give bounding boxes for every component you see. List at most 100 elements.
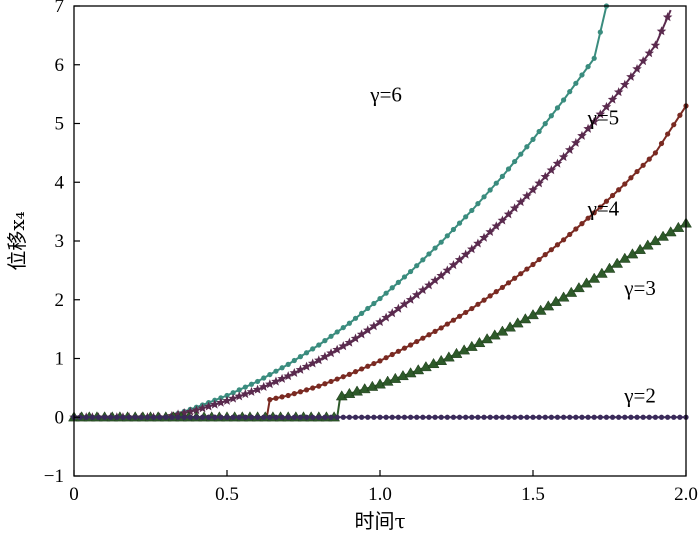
data-point	[469, 414, 475, 420]
data-point	[316, 342, 322, 348]
data-point	[322, 414, 328, 420]
data-point	[561, 237, 567, 243]
data-point	[157, 414, 163, 420]
data-point	[295, 364, 306, 374]
series-label: γ=3	[623, 276, 656, 300]
data-point	[609, 414, 616, 420]
data-point	[607, 94, 618, 104]
data-point	[656, 26, 667, 36]
data-point	[365, 414, 371, 420]
data-point	[597, 29, 603, 35]
data-point	[389, 351, 395, 358]
data-point	[677, 414, 683, 420]
data-point	[395, 348, 401, 354]
data-point	[363, 325, 373, 335]
data-point	[463, 214, 469, 220]
data-point	[671, 414, 677, 420]
data-point	[522, 191, 532, 201]
data-point	[316, 383, 322, 389]
data-point	[230, 414, 236, 420]
data-point	[613, 87, 624, 97]
data-point	[589, 116, 599, 126]
data-point	[365, 363, 371, 369]
data-point	[374, 378, 386, 389]
data-point	[420, 335, 426, 341]
data-point	[191, 405, 202, 415]
data-point	[475, 201, 481, 207]
data-point	[503, 209, 514, 219]
series-label: γ=2	[623, 384, 656, 408]
data-point	[371, 360, 377, 367]
data-point	[530, 414, 536, 420]
data-point	[395, 414, 401, 420]
data-point	[95, 414, 102, 420]
data-point	[397, 369, 409, 381]
data-point	[197, 403, 208, 413]
data-point	[285, 361, 291, 367]
data-point	[573, 414, 579, 420]
y-tick-label: 4	[55, 172, 65, 193]
data-point	[665, 131, 671, 137]
series-line	[74, 5, 608, 419]
data-point	[493, 414, 499, 420]
data-point	[389, 372, 402, 383]
data-point	[359, 414, 365, 420]
data-point	[567, 231, 573, 238]
data-point	[450, 414, 457, 420]
y-tick-label: 2	[55, 290, 65, 311]
data-point	[375, 317, 385, 327]
data-point	[438, 239, 444, 245]
data-point	[542, 252, 548, 258]
data-point	[346, 414, 352, 420]
data-point	[603, 262, 616, 273]
data-point	[310, 346, 316, 352]
data-point	[393, 303, 404, 313]
data-point	[585, 64, 591, 70]
data-point	[524, 266, 530, 272]
data-point	[512, 158, 518, 165]
data-point	[512, 414, 518, 420]
data-point	[303, 350, 310, 356]
data-point	[427, 357, 440, 369]
data-point	[314, 355, 324, 365]
data-point	[658, 414, 665, 420]
data-point	[475, 301, 481, 307]
series-5	[71, 414, 689, 420]
data-point	[401, 274, 408, 280]
data-point	[77, 414, 83, 420]
data-point	[463, 414, 469, 420]
data-point	[267, 397, 273, 403]
data-point	[228, 393, 238, 403]
data-point	[352, 315, 359, 321]
data-point	[132, 414, 138, 420]
data-point	[571, 137, 581, 147]
data-point	[271, 376, 281, 386]
data-point	[552, 158, 563, 168]
data-point	[628, 414, 634, 420]
data-point	[401, 345, 408, 351]
data-point	[108, 414, 114, 420]
data-point	[567, 414, 573, 420]
data-point	[267, 414, 273, 420]
data-point	[505, 166, 512, 172]
data-point	[414, 338, 420, 345]
data-point	[261, 414, 267, 420]
data-point	[579, 414, 585, 420]
data-point	[481, 297, 487, 303]
data-point	[414, 263, 420, 269]
data-point	[246, 386, 257, 396]
data-point	[377, 295, 383, 302]
data-point	[518, 271, 524, 277]
data-point	[536, 414, 542, 420]
data-point	[577, 130, 587, 140]
data-point	[438, 325, 444, 331]
data-point	[622, 181, 628, 187]
data-point	[616, 414, 622, 420]
plot-marks	[68, 3, 692, 422]
x-tick-label: 0.5	[215, 484, 239, 505]
data-point	[408, 268, 414, 275]
data-point	[628, 175, 634, 181]
data-point	[634, 414, 640, 420]
data-point	[460, 249, 471, 259]
data-point	[509, 203, 520, 213]
